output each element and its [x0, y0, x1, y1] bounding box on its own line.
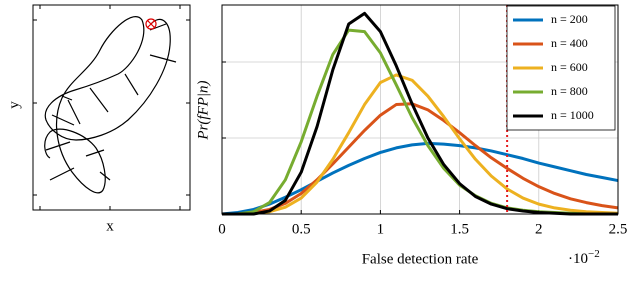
legend-label: n = 1000 [551, 108, 594, 122]
trajectory [44, 16, 171, 194]
legend-label: n = 200 [551, 12, 588, 26]
legend-label: n = 600 [551, 60, 588, 74]
sketch-x-label: x [106, 218, 114, 234]
x-tick-label: 2 [535, 221, 543, 237]
x-multiplier-exponent: −2 [588, 248, 600, 260]
x-multiplier-base: ·10 [568, 251, 588, 267]
legend-label: n = 800 [551, 84, 588, 98]
series-line [222, 73, 619, 216]
trajectory-whiskers [45, 23, 177, 181]
y-axis-label: Pr(fFP|n) [195, 80, 211, 140]
x-tick-label: 1 [377, 221, 385, 237]
position-marker [145, 18, 157, 30]
x-multiplier: ·10−2 [568, 248, 600, 268]
x-tick-label: 1.5 [450, 221, 469, 237]
x-tick-label: 0.5 [292, 221, 311, 237]
series-line [222, 11, 618, 216]
x-tick-label: 0 [218, 221, 226, 237]
x-tick-label: 2.5 [609, 221, 628, 237]
x-axis-label: False detection rate [362, 251, 479, 267]
sketch-ticks [33, 5, 190, 210]
sketch-y-label: y [6, 101, 22, 109]
series-line [222, 102, 619, 216]
plot-frame [221, 4, 619, 215]
position-marker-cross [147, 20, 155, 28]
sketch-frame [32, 4, 191, 211]
legend-label: n = 400 [551, 36, 588, 50]
